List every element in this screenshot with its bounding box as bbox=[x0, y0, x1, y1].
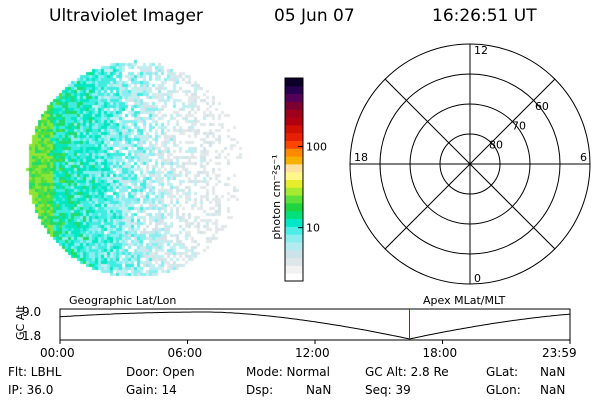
time-label: 16:26:51 UT bbox=[432, 6, 537, 26]
colorbar-segment bbox=[285, 156, 303, 165]
altitude-curve bbox=[59, 311, 571, 340]
colorbar-segment bbox=[285, 210, 303, 220]
glat-info: GLat: bbox=[486, 365, 519, 379]
mlt-label-18: 18 bbox=[354, 151, 368, 164]
colorbar-tick-label: 100 bbox=[306, 141, 327, 154]
colorbar-segment bbox=[285, 273, 303, 282]
colorbar-segment bbox=[285, 171, 303, 180]
colorbar-segment bbox=[285, 78, 303, 87]
y-tick-min: 1.8 bbox=[22, 329, 42, 343]
colorbar-segment bbox=[285, 148, 303, 157]
colorbar-segment bbox=[285, 187, 303, 196]
colorbar-segment bbox=[285, 124, 303, 134]
filter-info: Flt: LBHL bbox=[8, 365, 62, 379]
mlt-label-6: 6 bbox=[580, 151, 587, 164]
glon-info: GLon: bbox=[486, 383, 521, 397]
polar-lat-label: 60 bbox=[535, 100, 549, 113]
y-tick-max: 9.0 bbox=[22, 305, 42, 319]
colorbar-segment bbox=[285, 140, 303, 149]
gain-info: Gain: 14 bbox=[126, 383, 177, 397]
orbit-timeline bbox=[59, 308, 571, 344]
x-tick-label: 12:00 bbox=[295, 346, 330, 360]
colorbar-segment bbox=[285, 132, 303, 141]
colorbar-segment bbox=[285, 163, 303, 173]
mlt-label-12: 12 bbox=[474, 44, 488, 57]
colorbar-segment bbox=[285, 109, 303, 118]
colorbar-unit-label: photon cm⁻²s⁻¹ bbox=[270, 154, 283, 240]
instrument-title: Ultraviolet Imager bbox=[49, 6, 203, 26]
seq-info: Seq: 39 bbox=[365, 383, 411, 397]
colorbar-segment bbox=[285, 101, 303, 110]
x-tick-label: 18:00 bbox=[422, 346, 458, 360]
ip-info: IP: 36.0 bbox=[8, 383, 54, 397]
colorbar-segment bbox=[285, 241, 303, 251]
colorbar-segment bbox=[285, 117, 303, 126]
polar-lat-label: 70 bbox=[512, 119, 526, 132]
colorbar-segment bbox=[285, 202, 303, 212]
polar-grid: 12 0 18 6 60 70 80 bbox=[349, 43, 591, 285]
colorbar-segment bbox=[285, 265, 303, 274]
geographic-label: Geographic Lat/Lon bbox=[69, 294, 177, 307]
dsp-info: Dsp: bbox=[246, 383, 274, 397]
colorbar-tick-label: 10 bbox=[306, 222, 320, 235]
polar-diagonal-line bbox=[384, 78, 556, 250]
auroral-image bbox=[18, 58, 248, 278]
colorbar-segment bbox=[285, 257, 303, 266]
mode-info: Mode: Normal bbox=[246, 365, 330, 379]
date-label: 05 Jun 07 bbox=[274, 6, 355, 26]
x-tick-label: 00:00 bbox=[40, 346, 75, 360]
mlt-label-0: 0 bbox=[474, 272, 481, 285]
colorbar-segment bbox=[285, 85, 303, 95]
polar-lat-label: 80 bbox=[489, 139, 503, 152]
x-tick-label: 06:00 bbox=[167, 346, 203, 360]
colorbar-scale bbox=[285, 78, 303, 282]
colorbar-segment bbox=[285, 249, 303, 259]
colorbar-segment bbox=[285, 195, 303, 204]
colorbar-frame bbox=[284, 77, 304, 282]
colorbar-segment bbox=[285, 93, 303, 102]
glon-value: NaN bbox=[540, 383, 566, 397]
colorbar-segment bbox=[285, 218, 303, 227]
colorbar-segment bbox=[285, 234, 303, 243]
colorbar: 100 10 bbox=[284, 77, 327, 282]
glat-value: NaN bbox=[540, 365, 566, 379]
timeline-frame bbox=[59, 308, 571, 341]
colorbar-segment bbox=[285, 179, 303, 188]
gc-alt-info: GC Alt: 2.8 Re bbox=[365, 365, 449, 379]
colorbar-segment bbox=[285, 226, 303, 235]
dsp-value: NaN bbox=[306, 383, 332, 397]
x-tick-label: 23:59 bbox=[542, 346, 577, 360]
door-info: Door: Open bbox=[126, 365, 195, 379]
apex-label: Apex MLat/MLT bbox=[423, 294, 506, 307]
